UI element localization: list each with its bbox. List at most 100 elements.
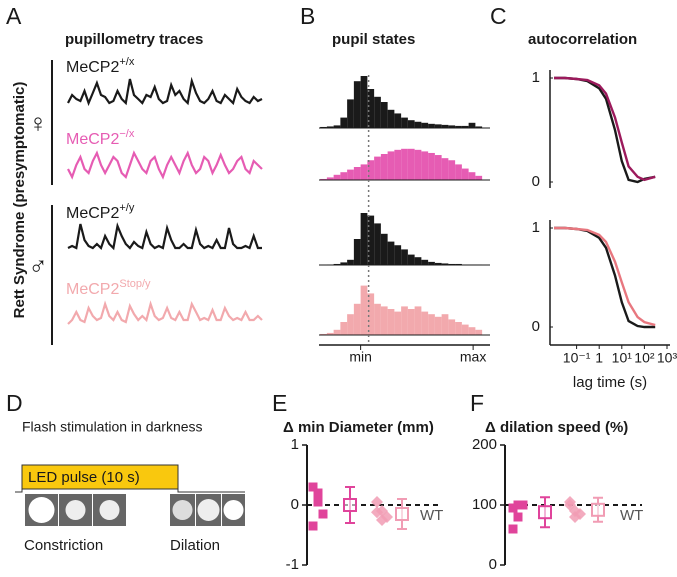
histogram-bar xyxy=(407,148,415,180)
histogram-bar xyxy=(394,245,402,265)
point xyxy=(371,506,383,519)
point xyxy=(569,511,581,523)
histogram-bar xyxy=(401,306,408,335)
histogram-bar xyxy=(401,117,408,128)
histogram-bar xyxy=(367,89,375,128)
histogram-bar xyxy=(347,314,354,335)
y-tick-label: 1 xyxy=(532,219,540,236)
histogram-bar xyxy=(434,155,442,180)
histogram-bar xyxy=(475,175,483,180)
histogram-bar xyxy=(401,249,408,265)
histogram-bar xyxy=(421,151,429,180)
point xyxy=(518,500,528,510)
histogram-bar xyxy=(333,329,341,335)
reference-label: WT xyxy=(420,507,443,524)
histogram-bar xyxy=(414,257,422,265)
image-label: Constriction xyxy=(24,537,103,554)
histogram-bar xyxy=(367,293,375,335)
panel-title: pupillometry traces xyxy=(65,31,203,48)
histogram-bar xyxy=(340,117,348,128)
x-tick-label: 10² xyxy=(634,350,655,366)
genotype-label: MeCP2−/x xyxy=(66,128,135,148)
histogram-bar xyxy=(421,122,429,128)
histogram-bar xyxy=(428,123,435,128)
histogram-bar xyxy=(340,322,348,335)
histogram-bar xyxy=(367,215,375,265)
male-symbol: ♂ xyxy=(28,251,48,281)
histogram-bar xyxy=(326,332,334,335)
panel-letter: A xyxy=(6,3,22,29)
genotype-base: MeCP2 xyxy=(66,281,119,298)
curve xyxy=(554,226,656,329)
histogram-bar xyxy=(407,254,415,265)
histogram-bar xyxy=(434,316,442,335)
histogram-bar xyxy=(360,285,368,335)
genotype-base: MeCP2 xyxy=(66,205,119,222)
panel-letter: D xyxy=(6,390,23,416)
histogram-bar xyxy=(380,233,388,265)
histogram-bar xyxy=(428,314,435,335)
genotype-sup: −/x xyxy=(119,128,134,140)
point xyxy=(513,512,523,522)
histogram-bar xyxy=(374,303,381,335)
y-tick-label: 0 xyxy=(532,318,540,335)
histogram-bar xyxy=(394,311,402,335)
genotype-base: MeCP2 xyxy=(66,131,119,148)
trace xyxy=(67,150,263,180)
histogram-bar xyxy=(347,99,354,128)
female-symbol: ♀ xyxy=(28,108,48,138)
histogram-bar xyxy=(461,324,469,335)
histogram-bar xyxy=(461,125,469,128)
point xyxy=(313,488,323,498)
genotype-sup: Stop/y xyxy=(119,278,151,290)
histogram-bar xyxy=(468,172,476,180)
histogram-bar xyxy=(367,160,375,180)
panel-letter: F xyxy=(470,390,484,416)
histogram-bar xyxy=(455,263,462,265)
histogram-bar xyxy=(421,259,429,265)
histogram-bar xyxy=(448,125,456,128)
histogram-bar xyxy=(333,263,341,265)
histogram-bar xyxy=(475,126,483,128)
point xyxy=(376,514,388,526)
histogram-bar xyxy=(374,96,381,128)
curve xyxy=(554,76,656,182)
mean-marker xyxy=(343,498,357,512)
histogram-bar xyxy=(347,259,354,265)
genotype-base: MeCP2 xyxy=(66,59,119,76)
histogram-bar xyxy=(380,102,388,128)
histogram-bar xyxy=(333,174,341,180)
histogram-bar xyxy=(421,311,429,335)
histogram-bar xyxy=(353,81,361,128)
mean-marker xyxy=(538,505,552,520)
histogram-bar xyxy=(320,126,327,128)
point xyxy=(371,496,383,508)
image-label: Dilation xyxy=(170,537,220,554)
x-tick-label: 10³ xyxy=(657,350,677,366)
histogram-bar xyxy=(428,152,435,180)
histogram-bar xyxy=(414,306,422,335)
panel-title: Δ min Diameter (mm) xyxy=(283,419,434,436)
histogram-bar xyxy=(455,322,462,335)
histogram-bar xyxy=(360,213,368,265)
histogram-bar xyxy=(387,109,395,128)
histogram-bar xyxy=(468,327,476,335)
side-label: Rett Syndrome (presymptomatic) xyxy=(11,82,28,319)
panel-title: pupil states xyxy=(332,31,415,48)
mean-marker xyxy=(395,507,409,521)
histogram-bar xyxy=(441,314,449,335)
point xyxy=(508,524,518,534)
histogram-bar xyxy=(387,151,395,180)
histogram-bar xyxy=(434,262,442,265)
y-tick-label: 0 xyxy=(532,173,540,190)
point xyxy=(318,509,328,519)
histogram-bar xyxy=(461,168,469,180)
y-tick-label: 1 xyxy=(532,69,540,86)
histogram-bar xyxy=(380,154,388,180)
point xyxy=(308,521,318,531)
histogram-bar xyxy=(434,124,442,128)
y-tick-label: 100 xyxy=(472,496,497,513)
mean-marker xyxy=(591,502,605,517)
